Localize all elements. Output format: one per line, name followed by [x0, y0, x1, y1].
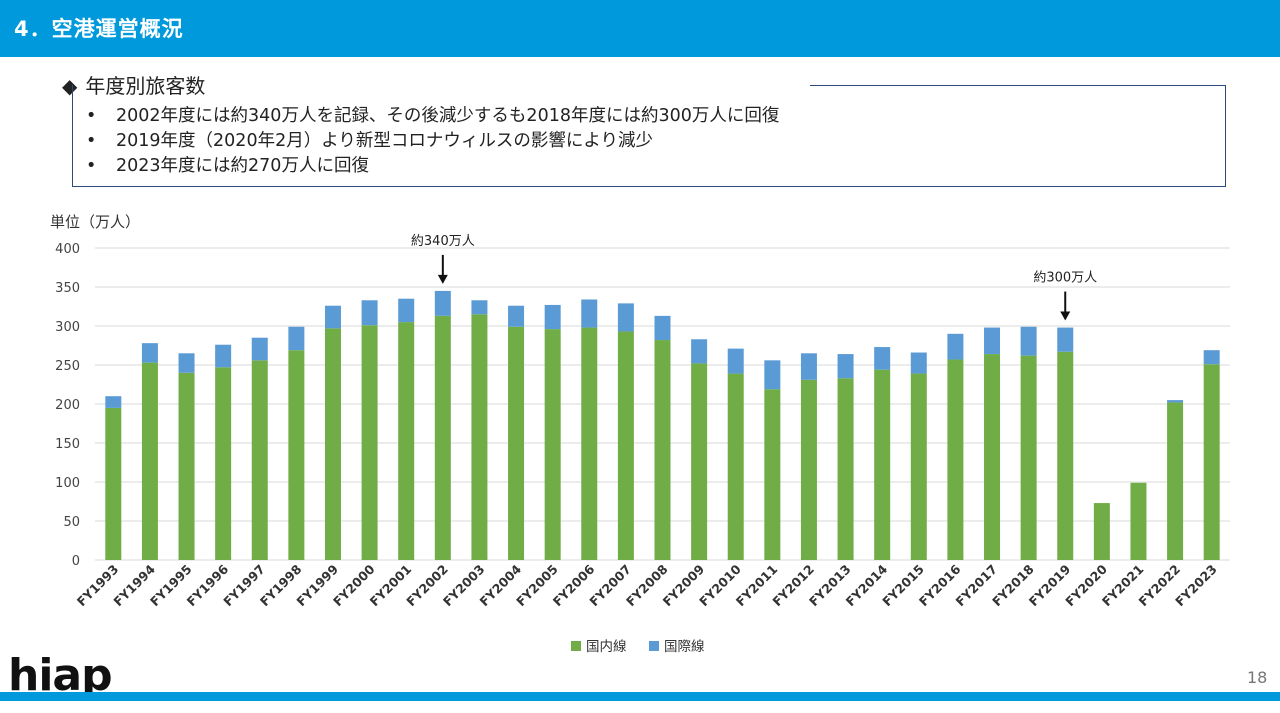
bar-domestic [984, 354, 1001, 560]
bar-international [1167, 400, 1184, 403]
annotation-label: 約340万人 [411, 234, 475, 249]
bar-international [471, 300, 488, 315]
bar-domestic [910, 373, 927, 560]
bar-international [1203, 350, 1220, 365]
bar-international [288, 326, 305, 351]
header-bar: 4．空港運営概況 [0, 0, 1280, 57]
bar-international [361, 300, 378, 326]
bar-domestic [654, 340, 671, 560]
bar-domestic [837, 378, 854, 560]
bar-domestic [508, 326, 525, 560]
summary-box [72, 85, 1226, 187]
bar-domestic [215, 367, 232, 560]
legend-swatch [649, 641, 659, 651]
bar-domestic [617, 331, 634, 560]
bar-domestic [324, 328, 341, 560]
bar-international [691, 339, 708, 364]
bar-domestic [1057, 351, 1074, 560]
y-tick-label: 350 [55, 281, 80, 296]
bar-international [654, 315, 671, 341]
y-tick-label: 150 [55, 437, 80, 452]
bar-international [910, 352, 927, 374]
bar-domestic [361, 325, 378, 560]
y-axis-label: 単位（万人） [50, 213, 140, 231]
y-tick-label: 400 [55, 242, 80, 257]
annotation-arrowhead [437, 274, 448, 284]
annotation-label: 約300万人 [1033, 271, 1097, 286]
bar-international [544, 304, 561, 330]
bar-domestic [764, 389, 781, 560]
bar-international [800, 353, 817, 380]
bar-domestic [727, 373, 744, 560]
legend-label: 国内線 [586, 639, 627, 655]
y-tick-label: 100 [55, 476, 80, 491]
bar-international [251, 337, 268, 361]
bar-international [141, 343, 158, 363]
bar-domestic [398, 322, 415, 560]
bar-domestic [874, 369, 891, 560]
bar-domestic [1167, 402, 1184, 560]
hiap-logo: hiap [8, 650, 113, 701]
bullet-item: 2023年度には約270万人に回復 [86, 154, 779, 179]
bar-domestic [1020, 355, 1037, 560]
legend-swatch [571, 641, 581, 651]
y-tick-label: 50 [63, 515, 80, 530]
bar-international [398, 298, 415, 323]
bar-domestic [800, 379, 817, 560]
bar-international [178, 353, 195, 373]
y-tick-label: 250 [55, 359, 80, 374]
summary-bullets: 2002年度には約340万人を記録、その後減少するも2018年度には約300万人… [86, 104, 779, 179]
y-tick-label: 300 [55, 320, 80, 335]
bar-domestic [251, 360, 268, 560]
bar-domestic [691, 363, 708, 560]
bar-domestic [581, 327, 598, 560]
bar-international [874, 347, 891, 370]
bar-domestic [471, 314, 488, 560]
bar-international [947, 333, 964, 360]
bar-domestic [544, 329, 561, 560]
bar-international [617, 303, 634, 332]
passenger-chart: 単位（万人）050100150200250300350400FY1993FY19… [50, 213, 1230, 655]
section-heading: ◆ 年度別旅客数 [62, 70, 205, 99]
bar-international [434, 290, 451, 316]
bar-international [984, 327, 1001, 355]
bar-domestic [1093, 503, 1110, 560]
bullet-item: 2002年度には約340万人を記録、その後減少するも2018年度には約300万人… [86, 104, 779, 129]
bar-domestic [141, 362, 158, 560]
diamond-icon: ◆ [62, 74, 78, 98]
footer-bar [0, 692, 1280, 701]
bar-international [324, 305, 341, 329]
y-tick-label: 0 [72, 554, 80, 569]
summary-box-top-border [810, 85, 1226, 86]
bullet-item: 2019年度（2020年2月）より新型コロナウィルスの影響により減少 [86, 129, 779, 154]
bar-domestic [178, 372, 195, 560]
section-title: 年度別旅客数 [85, 74, 206, 98]
annotation-arrowhead [1060, 311, 1071, 321]
bar-international [215, 344, 232, 368]
page-title: 4．空港運営概況 [14, 17, 184, 41]
bar-domestic [1203, 364, 1220, 560]
bar-international [764, 360, 781, 390]
bar-domestic [105, 407, 122, 560]
y-tick-label: 200 [55, 398, 80, 413]
bar-domestic [947, 359, 964, 560]
bar-international [1020, 326, 1037, 356]
bar-international [105, 396, 122, 408]
bar-domestic [434, 315, 451, 560]
bar-domestic [288, 350, 305, 560]
bar-international [727, 348, 744, 374]
bar-international [837, 354, 854, 379]
bar-international [508, 305, 525, 327]
page-number: 18 [1247, 668, 1268, 687]
bar-domestic [1130, 482, 1147, 560]
bar-international [1057, 327, 1074, 352]
legend-label: 国際線 [664, 639, 705, 655]
bar-international [581, 299, 598, 328]
